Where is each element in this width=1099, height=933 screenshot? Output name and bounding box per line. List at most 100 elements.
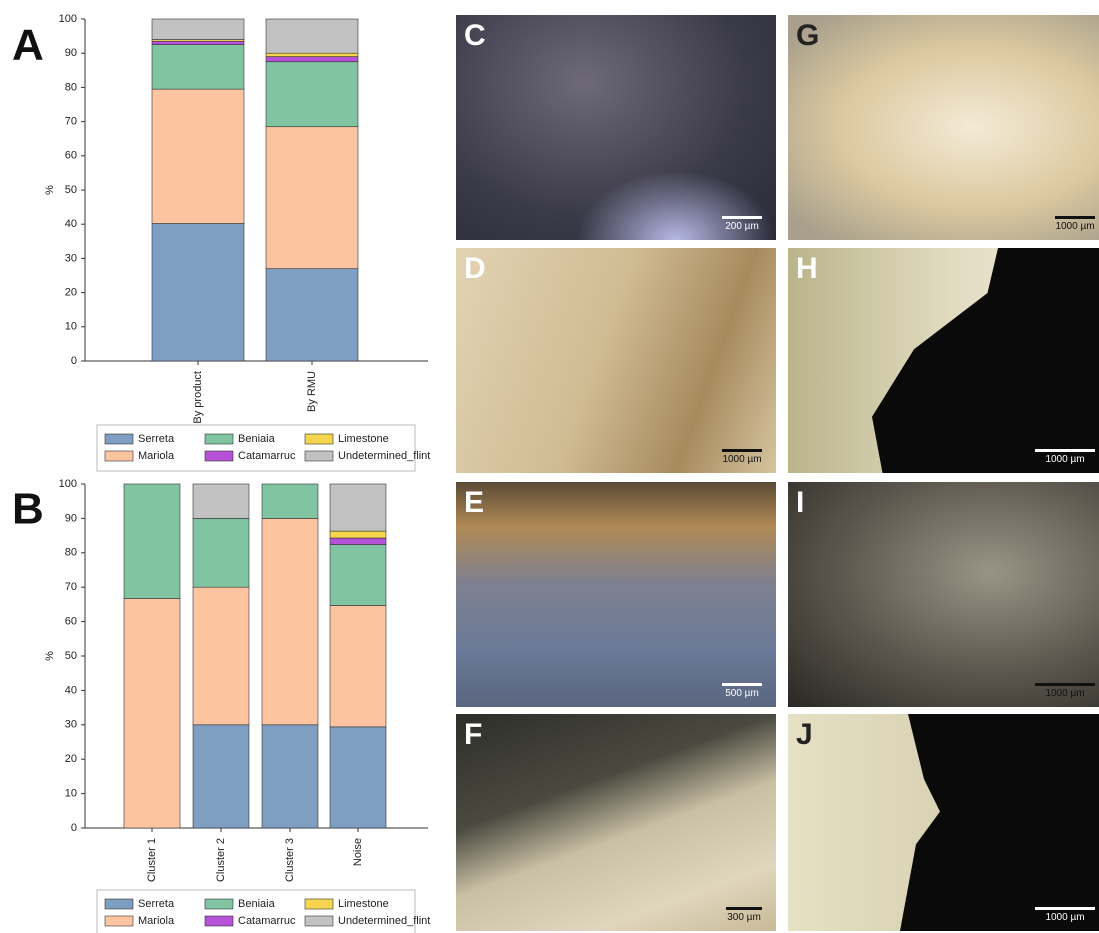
x-tick-label: Cluster 1 bbox=[146, 838, 158, 882]
panel-label: G bbox=[796, 19, 820, 52]
scale-bar: 500 µm bbox=[722, 683, 762, 699]
legend-label: Undetermined_flint bbox=[338, 450, 430, 462]
x-tick-label: By product bbox=[192, 371, 204, 424]
bar-segment bbox=[265, 56, 359, 63]
photo: F 300 µm bbox=[456, 714, 776, 931]
photo: D 1000 µm bbox=[456, 248, 776, 473]
bar-segment bbox=[265, 126, 359, 269]
legend-label: Serreta bbox=[138, 898, 175, 910]
legend-label: Limestone bbox=[338, 898, 389, 910]
panel-label: B bbox=[12, 485, 44, 534]
bar-segment bbox=[329, 483, 387, 532]
legend-swatch bbox=[204, 915, 234, 927]
y-axis-label: % bbox=[44, 185, 56, 195]
bar-segment bbox=[329, 530, 387, 539]
legend-label: Catamarruc bbox=[238, 450, 296, 462]
bar-segment bbox=[192, 724, 250, 829]
legend-label: Limestone bbox=[338, 433, 389, 445]
bar-segment bbox=[261, 518, 319, 726]
panel-label: J bbox=[796, 718, 813, 751]
bar-segment bbox=[123, 598, 181, 829]
y-tick-label: 100 bbox=[59, 13, 77, 25]
scale-bar: 300 µm bbox=[726, 907, 762, 923]
legend-swatch bbox=[204, 898, 234, 910]
bar-segment bbox=[261, 483, 319, 519]
bar-segment bbox=[192, 483, 250, 519]
bar-segment bbox=[151, 223, 245, 362]
bar-segment bbox=[265, 18, 359, 54]
x-tick-label: By RMU bbox=[306, 371, 318, 412]
bar-segment bbox=[329, 726, 387, 829]
y-tick-label: 50 bbox=[65, 650, 77, 662]
scale-bar: 1000 µm bbox=[1035, 907, 1095, 923]
photo: C 200 µm bbox=[456, 15, 776, 240]
legend-label: Beniaia bbox=[238, 898, 276, 910]
y-tick-label: 80 bbox=[65, 81, 77, 93]
scale-label: 1000 µm bbox=[1045, 688, 1085, 699]
panel-label: D bbox=[464, 252, 486, 285]
bar-segment bbox=[151, 40, 245, 45]
y-tick-label: 0 bbox=[71, 822, 77, 834]
legend-swatch bbox=[204, 433, 234, 445]
legend-label: Undetermined_flint bbox=[338, 915, 430, 927]
scale-bar: 1000 µm bbox=[1035, 683, 1095, 699]
y-tick-label: 90 bbox=[65, 47, 77, 59]
scale-label: 1000 µm bbox=[1045, 454, 1085, 465]
legend-swatch bbox=[304, 898, 334, 910]
photo: G 1000 µm bbox=[788, 15, 1099, 240]
legend-box bbox=[96, 889, 416, 933]
y-tick-label: 70 bbox=[65, 116, 77, 128]
bar-segment bbox=[329, 605, 387, 728]
y-tick-label: 40 bbox=[65, 218, 77, 230]
legend-swatch bbox=[204, 450, 234, 462]
photo: J 1000 µm bbox=[788, 714, 1099, 931]
photo: I 1000 µm bbox=[788, 482, 1099, 707]
legend-label: Mariola bbox=[138, 450, 175, 462]
y-tick-label: 0 bbox=[71, 355, 77, 367]
bar-segment bbox=[192, 586, 250, 726]
bar-segment bbox=[151, 88, 245, 224]
legend-swatch bbox=[104, 450, 134, 462]
bar-segment bbox=[265, 52, 359, 57]
legend-box bbox=[96, 424, 416, 472]
legend-label: Catamarruc bbox=[238, 915, 296, 927]
panel-label: C bbox=[464, 19, 486, 52]
scale-label: 200 µm bbox=[725, 221, 759, 232]
y-tick-label: 60 bbox=[65, 150, 77, 162]
scale-bar: 1000 µm bbox=[1035, 449, 1095, 465]
scale-label: 300 µm bbox=[727, 912, 761, 923]
scale-label: 1000 µm bbox=[722, 454, 762, 465]
panel-label: E bbox=[464, 486, 485, 519]
scale-label: 1000 µm bbox=[1055, 221, 1095, 232]
y-tick-label: 60 bbox=[65, 616, 77, 628]
legend-label: Beniaia bbox=[238, 433, 276, 445]
legend-swatch bbox=[304, 433, 334, 445]
legend-swatch bbox=[304, 450, 334, 462]
y-tick-label: 20 bbox=[65, 753, 77, 765]
bar-segment bbox=[261, 724, 319, 829]
y-tick-label: 90 bbox=[65, 512, 77, 524]
y-tick-label: 40 bbox=[65, 684, 77, 696]
y-tick-label: 80 bbox=[65, 547, 77, 559]
y-axis-label: % bbox=[44, 651, 56, 661]
y-tick-label: 20 bbox=[65, 287, 77, 299]
panel-label: A bbox=[12, 21, 44, 70]
scale-bar: 200 µm bbox=[722, 216, 762, 232]
x-tick-label: Cluster 2 bbox=[215, 838, 227, 882]
legend-label: Serreta bbox=[138, 433, 175, 445]
photo: H 1000 µm bbox=[788, 248, 1099, 473]
legend-label: Mariola bbox=[138, 915, 175, 927]
y-tick-label: 10 bbox=[65, 321, 77, 333]
bar-segment bbox=[151, 44, 245, 90]
bar-segment bbox=[151, 18, 245, 40]
legend-swatch bbox=[104, 433, 134, 445]
y-tick-label: 50 bbox=[65, 184, 77, 196]
scale-bar: 1000 µm bbox=[722, 449, 762, 465]
scale-bar: 1000 µm bbox=[1055, 216, 1095, 232]
legend-swatch bbox=[104, 898, 134, 910]
bar-segment bbox=[265, 268, 359, 362]
charts: A% 0 10 20 30 40 50 60 70 80 90 100 By product By RMU… bbox=[12, 13, 430, 933]
y-tick-label: 30 bbox=[65, 719, 77, 731]
panel-label: I bbox=[796, 486, 805, 519]
